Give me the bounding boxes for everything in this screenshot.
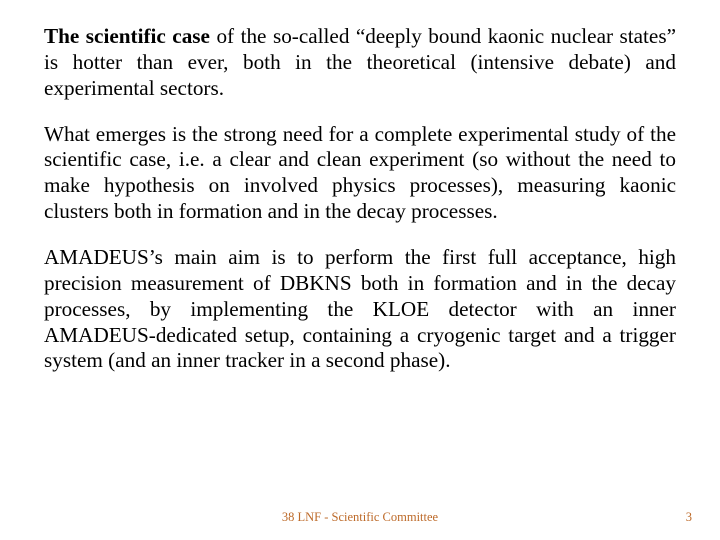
paragraph-1: The scientific case of the so-called “de… [44,24,676,102]
footer: 38 LNF - Scientific Committee 3 [0,510,720,530]
page-number: 3 [686,510,692,525]
paragraph-1-lead: The scientific case [44,24,210,48]
paragraph-2: What emerges is the strong need for a co… [44,122,676,225]
footer-center-text: 38 LNF - Scientific Committee [0,510,720,525]
slide: The scientific case of the so-called “de… [0,0,720,540]
paragraph-3: AMADEUS’s main aim is to perform the fir… [44,245,676,374]
